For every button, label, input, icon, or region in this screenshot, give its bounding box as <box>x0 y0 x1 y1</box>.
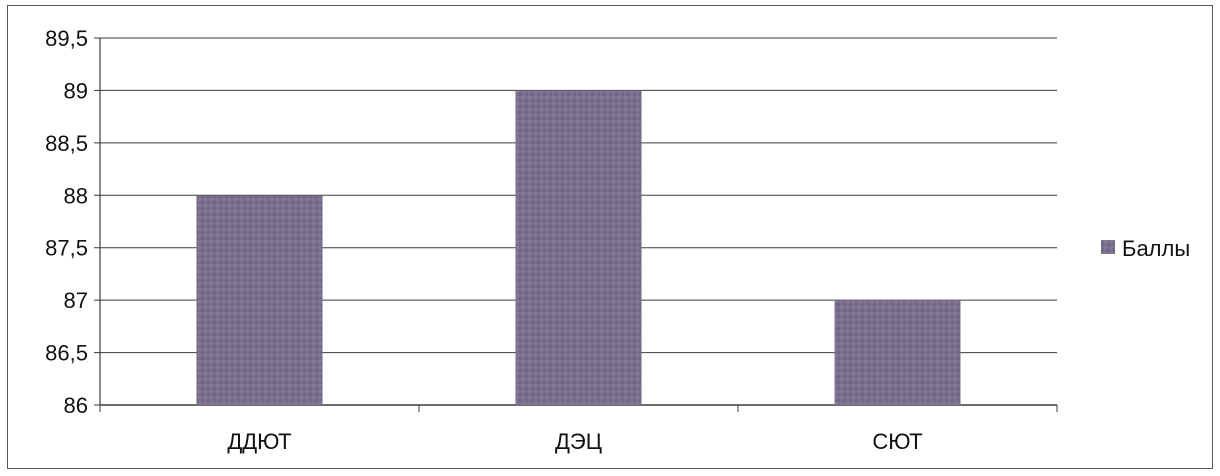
x-category-label: СЮТ <box>872 429 922 454</box>
bar <box>834 300 961 405</box>
bar <box>515 90 642 405</box>
y-axis-tick-labels: 86 86,5 87 87,5 88 88,5 89 89,5 <box>45 26 88 418</box>
axes <box>94 37 1058 412</box>
y-tick-label: 87,5 <box>45 236 88 261</box>
y-tick-label: 88,5 <box>45 131 88 156</box>
y-tick-label: 88 <box>64 183 88 208</box>
legend-label-series: Баллы <box>1122 236 1190 261</box>
y-tick-label: 89 <box>64 78 88 103</box>
y-tick-label: 86,5 <box>45 341 88 366</box>
x-category-label: ДЭЦ <box>555 429 602 454</box>
y-tick-label: 89,5 <box>45 26 88 51</box>
legend: Баллы <box>1101 236 1190 261</box>
y-tick-label: 86 <box>64 393 88 418</box>
x-category-label: ДДЮТ <box>227 429 291 454</box>
x-axis-category-labels: ДДЮТ ДЭЦ СЮТ <box>227 429 922 454</box>
y-tick-label: 87 <box>64 288 88 313</box>
bar <box>196 195 323 405</box>
legend-swatch <box>1101 240 1115 254</box>
bars <box>196 90 961 405</box>
